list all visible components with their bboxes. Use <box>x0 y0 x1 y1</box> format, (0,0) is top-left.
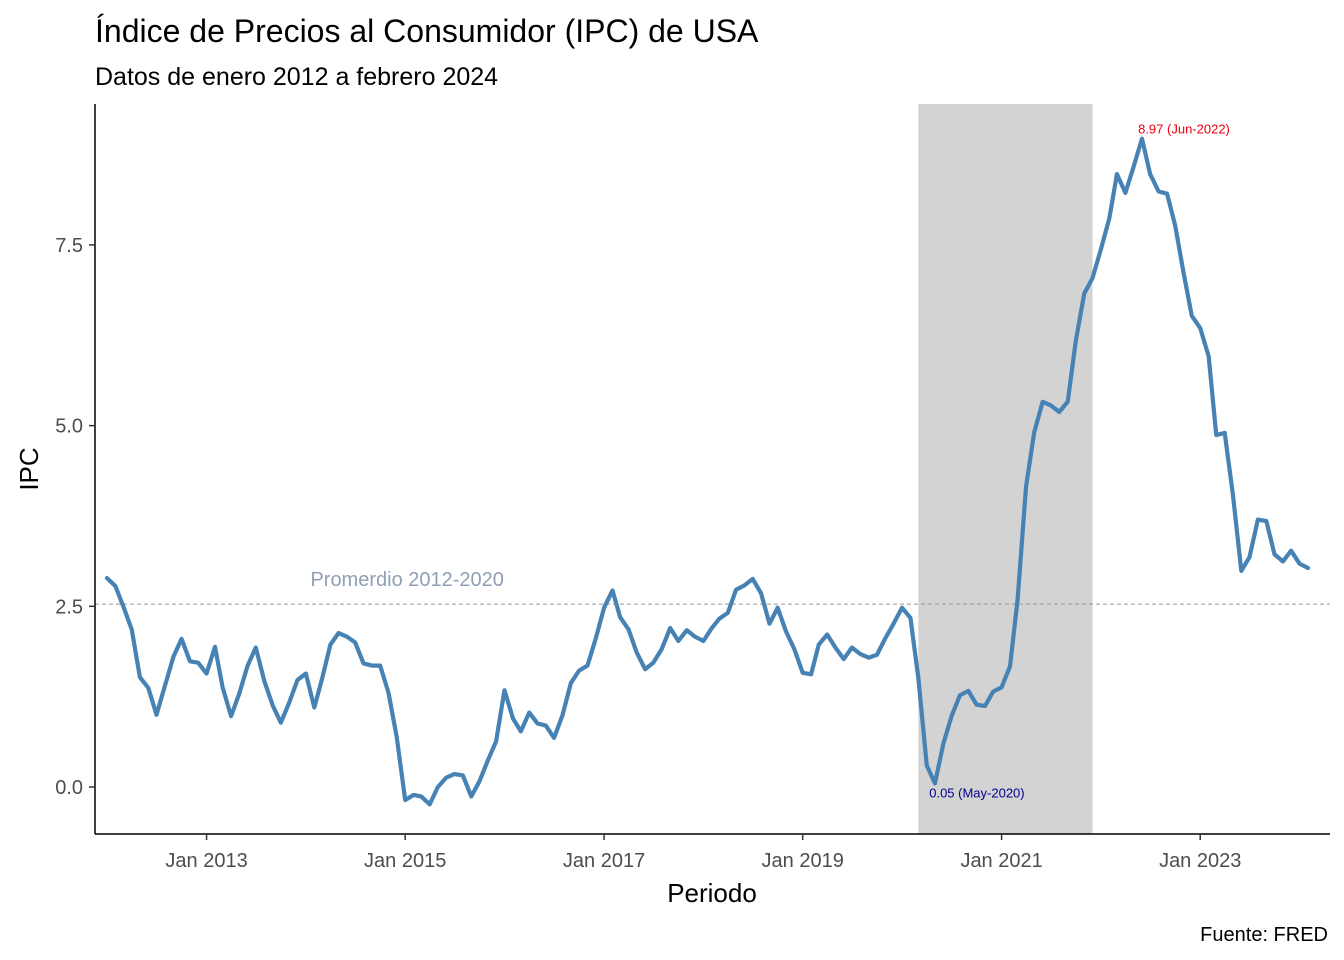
max-annotation: 8.97 (Jun-2022) <box>1138 122 1230 137</box>
y-tick-label: 2.5 <box>55 596 83 618</box>
x-tick-label: Jan 2015 <box>364 850 446 872</box>
y-tick-label: 0.0 <box>55 777 83 799</box>
x-tick-label: Jan 2013 <box>165 850 247 872</box>
y-tick-label: 7.5 <box>55 235 83 257</box>
source-caption: Fuente: FRED <box>1200 924 1328 946</box>
y-axis-ticks: 0.0 2.5 5.0 7.5 <box>55 235 95 799</box>
axes: 0.02.55.07.5 Jan 2013 Jan 2015 Jan 2017 Jan… <box>55 104 1330 872</box>
x-tick-label: Jan 2023 <box>1159 850 1241 872</box>
average-reference-label: Promerdio 2012-2020 <box>310 569 503 591</box>
shaded-period <box>918 104 1093 834</box>
chart-subtitle: Datos de enero 2012 a febrero 2024 <box>95 63 498 91</box>
x-tick-label: Jan 2019 <box>762 850 844 872</box>
chart-title: Índice de Precios al Consumidor (IPC) de… <box>95 13 759 49</box>
ipc-series-line <box>104 136 1311 807</box>
min-annotation: 0.05 (May-2020) <box>929 785 1024 800</box>
x-tick-label: Jan 2017 <box>563 850 645 872</box>
x-axis-ticks: Jan 2013 Jan 2015 Jan 2017 Jan 2019 Jan 2021… <box>165 834 1241 872</box>
x-axis-title: Periodo <box>667 878 757 908</box>
y-axis-title: IPC <box>14 447 44 490</box>
plot-area: Promerdio 2012-2020 8.97 (Jun-2022) 0.05… <box>95 104 1330 834</box>
y-tick-label: 5.0 <box>55 416 83 438</box>
x-tick-label: Jan 2021 <box>960 850 1042 872</box>
